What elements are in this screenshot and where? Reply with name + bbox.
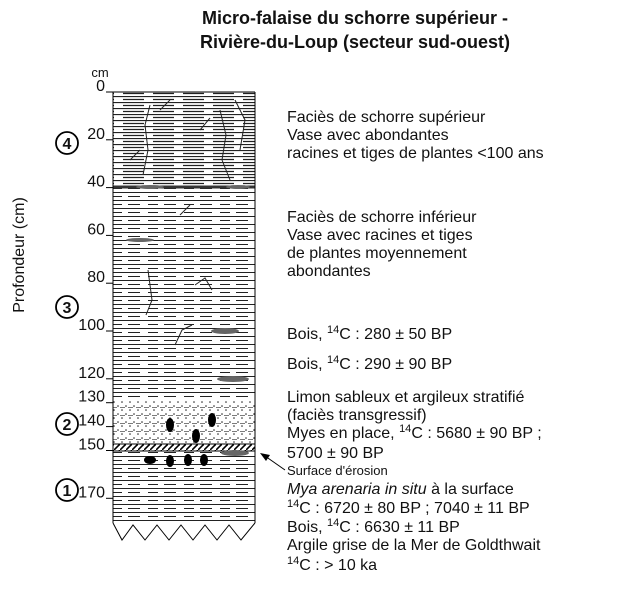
description-part: Mya arenaria in situ — [287, 481, 427, 498]
tick-label: 60 — [87, 221, 105, 238]
description-part: 14 — [327, 517, 339, 529]
description: Faciès de schorre inférieur — [287, 209, 477, 226]
description: Argile grise de la Mer de Goldthwait — [287, 537, 541, 554]
description-part: Surface d'érosion — [287, 463, 388, 478]
description-part: 14 — [287, 555, 299, 567]
description: Bois, 14C : 290 ± 90 BP — [287, 354, 452, 373]
description-part: Vase avec racines et tiges — [287, 227, 473, 244]
layer-upper — [113, 92, 255, 187]
tick-label: 20 — [87, 126, 105, 143]
tick-label: 140 — [78, 413, 105, 430]
description: abondantes — [287, 263, 371, 280]
column — [113, 92, 255, 540]
description: 14C : > 10 ka — [287, 555, 377, 574]
arrow-line — [265, 456, 285, 470]
description-part: racines et tiges de plantes <100 ans — [287, 145, 544, 162]
unit-label: 2 — [63, 417, 72, 434]
layer-lower — [113, 187, 255, 400]
description: Bois, 14C : 6630 ± 11 BP — [287, 517, 460, 536]
layer-clay — [113, 451, 255, 523]
tick-label: 40 — [87, 174, 105, 191]
title: Micro-falaise du schorre supérieur - Rivi… — [200, 8, 510, 52]
description: Mya arenaria in situ à la surface — [287, 481, 514, 498]
description-part: 14 — [287, 498, 299, 510]
description: Bois, 14C : 280 ± 50 BP — [287, 324, 452, 343]
description-part: Bois, — [287, 326, 327, 343]
unit-label: 1 — [63, 483, 72, 500]
description: Limon sableux et argileux stratifié — [287, 389, 525, 406]
arrow-head — [260, 453, 270, 461]
tick-label: 0 — [96, 78, 105, 95]
description: racines et tiges de plantes <100 ans — [287, 145, 544, 162]
description: (faciès transgressif) — [287, 407, 427, 424]
description-part: 14 — [399, 423, 411, 435]
description: Vase avec racines et tiges — [287, 227, 473, 244]
description: Vase avec abondantes — [287, 127, 449, 144]
unit-label: 3 — [63, 300, 72, 317]
description-part: à la surface — [427, 481, 514, 498]
description-part: abondantes — [287, 263, 371, 280]
description-part: de plantes moyennement — [287, 245, 467, 262]
description-part: Faciès de schorre inférieur — [287, 209, 477, 226]
tick-label: 170 — [78, 484, 105, 501]
tick-label: 150 — [78, 437, 105, 454]
description-part: C : 6630 ± 11 BP — [339, 519, 460, 536]
description: 14C : 6720 ± 80 BP ; 7040 ± 11 BP — [287, 498, 530, 517]
description-part: 14 — [327, 354, 339, 366]
tick-label: 120 — [78, 365, 105, 382]
description-part: C : 6720 ± 80 BP ; 7040 ± 11 BP — [299, 500, 529, 517]
description-part: (faciès transgressif) — [287, 407, 427, 424]
description-part: C : 280 ± 50 BP — [339, 326, 452, 343]
description-part: Faciès de schorre supérieur — [287, 109, 486, 126]
description-part: C : 290 ± 90 BP — [339, 356, 452, 373]
erosion-surface — [113, 444, 255, 451]
description-part: Vase avec abondantes — [287, 127, 449, 144]
description-part: Bois, — [287, 519, 327, 536]
description-part: Limon sableux et argileux stratifié — [287, 389, 525, 406]
description-part: 5700 ± 90 BP — [287, 445, 384, 462]
description: Myes en place, 14C : 5680 ± 90 BP ; — [287, 423, 542, 442]
tick-label: 80 — [87, 269, 105, 286]
title-line: Rivière-du-Loup (secteur sud-ouest) — [200, 32, 510, 52]
description-part: 14 — [327, 324, 339, 336]
description-part: C : 5680 ± 90 BP ; — [411, 425, 541, 442]
tick-label: 130 — [78, 389, 105, 406]
tick-label: 100 — [78, 317, 105, 334]
arrow — [260, 453, 285, 470]
description: de plantes moyennement — [287, 245, 467, 262]
description: Faciès de schorre supérieur — [287, 109, 486, 126]
description-part: Bois, — [287, 356, 327, 373]
layer-sand — [113, 400, 255, 444]
description-part: Myes en place, — [287, 425, 399, 442]
column-base — [113, 523, 255, 540]
description-part: Argile grise de la Mer de Goldthwait — [287, 537, 541, 554]
unit-label: 4 — [63, 136, 72, 153]
description: Surface d'érosion — [287, 463, 388, 478]
description-part: C : > 10 ka — [299, 557, 377, 574]
title-line: Micro-falaise du schorre supérieur - — [202, 8, 508, 28]
axis-label: Profondeur (cm) — [11, 197, 28, 313]
description: 5700 ± 90 BP — [287, 445, 384, 462]
diagram: Micro-falaise du schorre supérieur - Rivi… — [0, 0, 619, 594]
